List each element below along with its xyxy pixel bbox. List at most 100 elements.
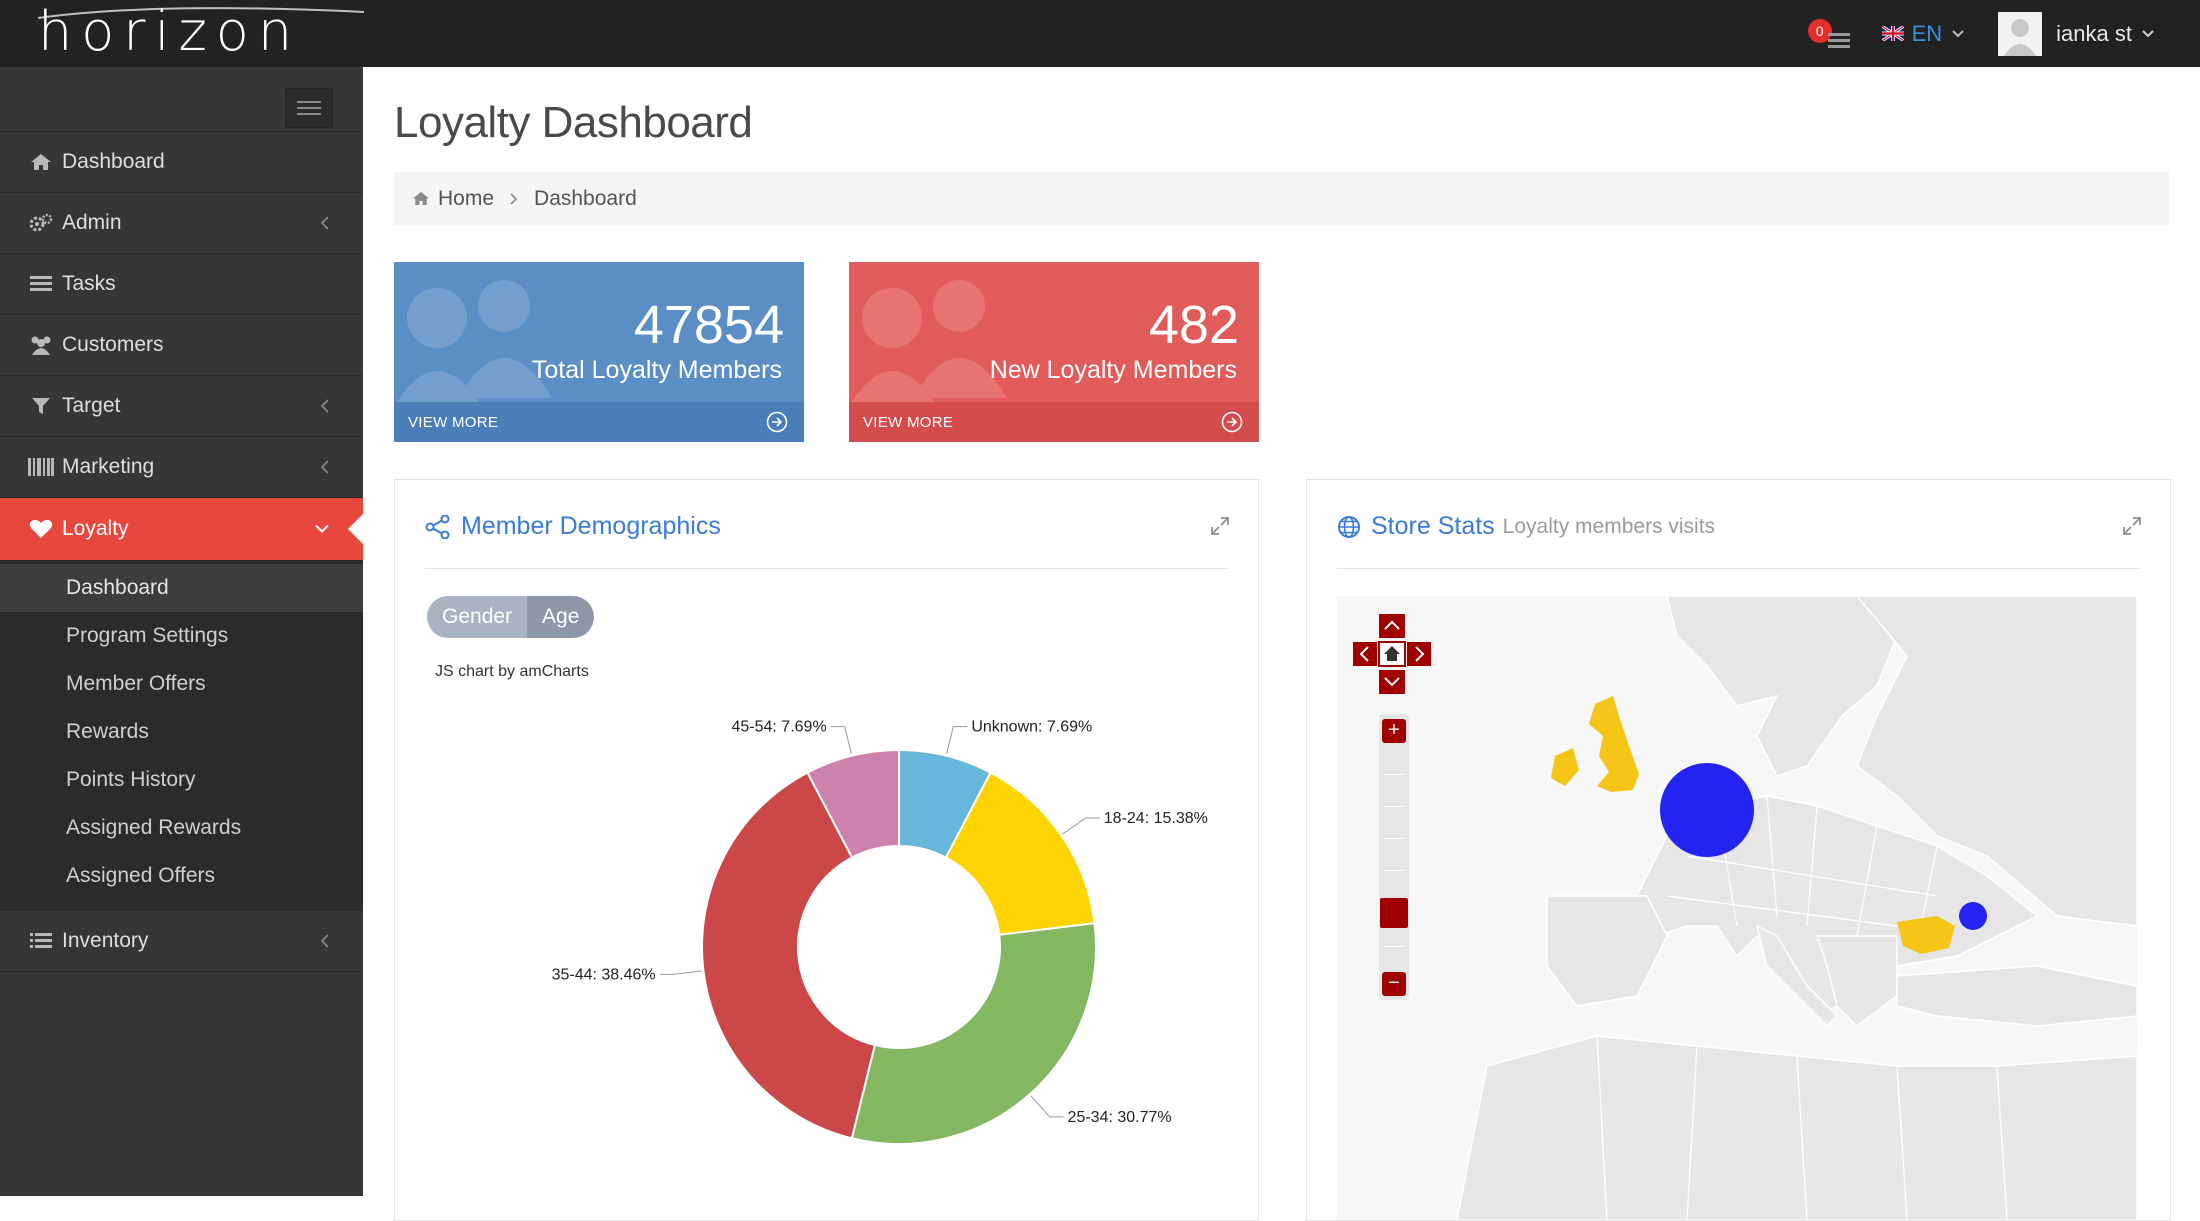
donut-label-leader — [1062, 817, 1100, 835]
member-demographics-panel: Member Demographics Gender Age JS chart … — [394, 479, 1259, 1221]
stat-label: Total Loyalty Members — [531, 356, 782, 384]
notifications-button[interactable]: 0 — [1806, 14, 1852, 54]
sidebar-item-customers[interactable]: Customers — [0, 315, 363, 376]
stat-tile-new-members: 482 New Loyalty Members VIEW MORE — [849, 262, 1259, 442]
donut-label-leader — [946, 726, 968, 754]
donut-slice-18-24[interactable] — [944, 771, 1096, 936]
sidebar-item-label: Marketing — [62, 455, 155, 478]
map-pan-down-button — [1379, 670, 1405, 694]
store-map[interactable]: + − — [1337, 596, 2137, 1220]
sidebar-item-marketing[interactable]: Marketing — [0, 437, 363, 498]
user-menu[interactable]: ianka st — [1998, 11, 2154, 56]
map-pan-right-button — [1407, 642, 1431, 666]
sidebar-item-dashboard[interactable]: Dashboard — [0, 132, 363, 193]
brand-swoosh-icon — [37, 7, 365, 19]
submenu-item-dashboard[interactable]: Dashboard — [0, 564, 363, 612]
donut-label-leader — [659, 970, 702, 975]
zoom-tick — [1384, 806, 1404, 807]
arrow-circle-right-icon — [766, 411, 788, 433]
sidebar-item-loyalty[interactable]: Loyalty — [0, 498, 364, 560]
submenu-item-program-settings[interactable]: Program Settings — [66, 624, 229, 647]
globe-icon — [1338, 515, 1360, 538]
breadcrumb: Home Dashboard — [394, 172, 2169, 225]
zoom-tick — [1384, 870, 1404, 871]
chevron-down-icon — [315, 524, 329, 533]
language-selector[interactable]: EN — [1881, 21, 1965, 47]
chevron-left-icon — [321, 460, 329, 474]
hamburger-icon — [297, 101, 321, 115]
active-item-notch — [348, 513, 364, 545]
toggle-gender[interactable]: Gender — [427, 596, 528, 638]
map-bubble-bulgaria — [1959, 902, 1987, 930]
stat-label: New Loyalty Members — [989, 356, 1237, 384]
view-more-label: VIEW MORE — [863, 413, 954, 431]
panel-title-text: Member Demographics — [461, 512, 721, 540]
tasks-icon — [26, 275, 56, 293]
zoom-tick — [1384, 774, 1404, 775]
zoom-tick — [1384, 946, 1404, 947]
submenu-item-assigned-offers[interactable]: Assigned Offers — [66, 864, 216, 887]
sidebar-item-target[interactable]: Target — [0, 376, 363, 437]
users-background-icon — [849, 280, 1007, 410]
sidebar-item-label: Dashboard — [62, 150, 165, 173]
map-highlight-united-kingdom — [1589, 696, 1639, 792]
submenu-item-points-history[interactable]: Points History — [66, 768, 196, 791]
map-zoom-slider[interactable] — [1380, 898, 1408, 928]
chart-credit[interactable]: JS chart by amCharts — [435, 663, 589, 680]
user-silhouette-icon — [2004, 18, 2037, 56]
chevron-right-icon — [510, 192, 518, 205]
arrow-circle-right-icon — [1221, 411, 1243, 433]
submenu-item-rewards[interactable]: Rewards — [66, 720, 149, 743]
top-navbar: horizon 0 EN — [0, 0, 2200, 67]
panel-title: Store Stats Loyalty members visits — [1337, 512, 1715, 541]
breadcrumb-home-link[interactable]: Home — [438, 186, 495, 210]
chevron-left-icon — [321, 399, 329, 413]
submenu-item-assigned-rewards[interactable]: Assigned Rewards — [66, 816, 242, 839]
map-land-iberia — [1546, 895, 1668, 1007]
store-stats-panel: Store Stats Loyalty members visits — [1306, 479, 2171, 1221]
loyalty-submenu: Dashboard Program Settings Member Offers… — [0, 560, 363, 911]
submenu-item-member-offers[interactable]: Member Offers — [66, 672, 206, 695]
view-more-link[interactable]: VIEW MORE — [849, 402, 1259, 442]
map-pan-up-button — [1379, 614, 1405, 638]
map-zoom-out-button[interactable]: − — [1382, 972, 1406, 996]
donut-label: Unknown: 7.69% — [971, 719, 1092, 736]
sidebar-item-tasks[interactable]: Tasks — [0, 254, 363, 315]
donut-label: 45-54: 7.69% — [731, 719, 826, 736]
europe-map — [1337, 596, 2137, 1220]
sidebar-item-admin[interactable]: Admin — [0, 193, 363, 254]
stat-tile-total-members: 47854 Total Loyalty Members VIEW MORE — [394, 262, 804, 442]
tasks-list-icon — [1827, 32, 1850, 48]
map-borders-africa — [1596, 1035, 2008, 1220]
chevron-left-icon — [321, 216, 329, 230]
donut-slice-25-34[interactable] — [850, 922, 1097, 1145]
donut-label: 35-44: 38.46% — [552, 966, 656, 983]
expand-icon[interactable] — [1210, 516, 1230, 536]
map-bubble-uk — [1660, 763, 1754, 857]
sidebar: Dashboard Admin Tasks Custo — [0, 67, 364, 1196]
users-background-icon — [394, 280, 552, 410]
map-highlight-bulgaria — [1897, 916, 1955, 954]
donut-slice-45-54[interactable] — [806, 748, 900, 859]
map-zoom-in-button[interactable]: + — [1382, 719, 1406, 743]
home-icon — [26, 153, 56, 171]
gears-icon — [26, 213, 56, 233]
donut-slice-35-44[interactable] — [701, 771, 877, 1140]
view-more-link[interactable]: VIEW MORE — [394, 402, 804, 442]
expand-icon[interactable] — [2122, 516, 2142, 536]
donut-label-leader — [830, 726, 852, 754]
map-land-turkey — [1896, 965, 2137, 1027]
users-icon — [26, 335, 56, 355]
gender-age-toggle: Gender Age — [427, 596, 595, 638]
sidebar-item-inventory[interactable]: Inventory — [0, 911, 363, 972]
stat-value: 482 — [1148, 295, 1239, 355]
sidebar-item-label: Customers — [62, 333, 164, 356]
sidebar-toggle-button[interactable] — [285, 88, 333, 128]
map-land-finland-russia — [1856, 596, 2137, 927]
sidebar-toggle-row — [0, 67, 363, 132]
brand-logo[interactable]: horizon — [38, 0, 302, 63]
avatar — [1998, 11, 2043, 56]
map-pan-controls — [1353, 614, 1431, 694]
toggle-age[interactable]: Age — [527, 596, 595, 638]
list-icon — [26, 932, 56, 950]
